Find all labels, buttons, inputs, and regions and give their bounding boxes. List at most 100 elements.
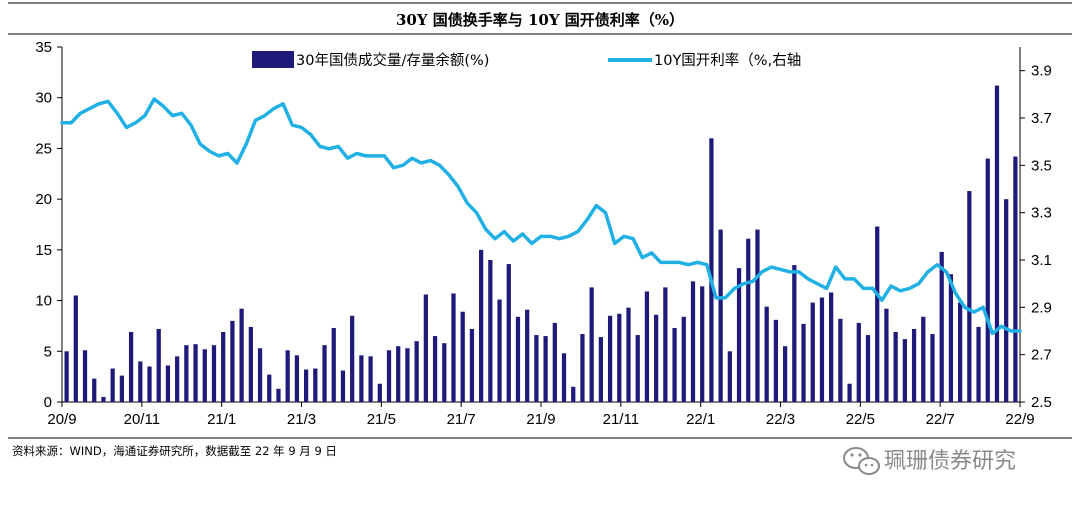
bar xyxy=(902,339,907,402)
bar xyxy=(976,326,981,402)
right-tick-label: 2.5 xyxy=(1031,394,1052,411)
bar xyxy=(165,365,171,402)
bar xyxy=(819,297,825,402)
x-tick-label: 21/5 xyxy=(367,411,396,428)
bar xyxy=(396,346,401,402)
left-tick-label: 5 xyxy=(44,343,52,360)
bar xyxy=(322,345,327,402)
bar xyxy=(948,274,954,402)
bar xyxy=(534,335,539,402)
axes: 0 5 10 15 20 25 30 35 2.5 2.7 2.9 3.1 3.3 3.5 3.7 3.9 20… xyxy=(35,39,1052,428)
bar xyxy=(147,366,152,402)
bar-series xyxy=(64,85,1018,403)
legend-bar-swatch xyxy=(252,51,294,68)
bar xyxy=(156,328,161,402)
bar xyxy=(110,368,115,402)
bar xyxy=(175,356,180,402)
bar xyxy=(598,337,603,402)
bar xyxy=(782,346,788,402)
bar xyxy=(303,369,309,402)
bar xyxy=(202,349,207,402)
bar xyxy=(64,351,69,402)
bar xyxy=(930,334,935,402)
bar xyxy=(340,370,346,402)
bar xyxy=(773,319,779,402)
bar xyxy=(792,265,797,402)
bar xyxy=(893,332,898,402)
legend: 30年国债成交量/存量余额(%) 10Y国开利率（%,右轴 xyxy=(252,51,801,69)
bar xyxy=(239,308,244,402)
bar xyxy=(331,327,336,402)
bar xyxy=(746,238,751,402)
line-series xyxy=(60,97,1022,336)
bar xyxy=(552,322,557,402)
x-tick-label: 22/5 xyxy=(846,411,875,428)
bar xyxy=(82,350,88,402)
bar xyxy=(119,375,124,402)
bar xyxy=(515,316,521,402)
source-note: 资料来源：WIND，海通证券研究所，数据截至 22 年 9 月 9 日 xyxy=(12,444,337,458)
bar xyxy=(221,332,226,402)
bar xyxy=(801,323,806,402)
x-tick-label: 21/3 xyxy=(287,411,316,428)
bar xyxy=(911,328,917,402)
bar xyxy=(414,341,419,402)
right-tick-label: 3.9 xyxy=(1031,63,1052,80)
bar xyxy=(561,353,567,402)
bar xyxy=(101,396,106,402)
bar xyxy=(571,386,576,402)
x-tick-label: 21/1 xyxy=(207,411,236,428)
left-tick-label: 15 xyxy=(35,242,52,259)
bar xyxy=(313,368,318,402)
bar xyxy=(884,308,889,402)
right-tick-label: 3.5 xyxy=(1031,157,1052,174)
bar xyxy=(73,295,78,402)
bar xyxy=(654,314,659,402)
bar xyxy=(368,356,373,402)
bar xyxy=(543,336,548,402)
bar xyxy=(764,306,769,402)
bar xyxy=(847,383,852,402)
bar xyxy=(985,158,990,402)
bar xyxy=(644,291,650,402)
bar xyxy=(672,327,677,402)
yield-line xyxy=(60,97,1022,336)
bar xyxy=(617,313,622,402)
bar xyxy=(690,281,696,402)
bar xyxy=(709,138,714,403)
bar xyxy=(607,315,613,402)
bar xyxy=(460,311,465,402)
bar xyxy=(350,315,355,402)
bar xyxy=(285,350,290,402)
bar xyxy=(405,348,410,402)
left-tick-label: 25 xyxy=(35,140,52,157)
bar xyxy=(92,378,97,402)
x-tick-label: 20/11 xyxy=(124,411,160,428)
bar xyxy=(432,336,438,402)
bar xyxy=(580,334,585,402)
x-tick-label: 21/11 xyxy=(603,411,639,428)
left-tick-label: 35 xyxy=(35,39,52,56)
bar xyxy=(525,309,530,402)
right-tick-label: 2.7 xyxy=(1031,347,1052,364)
legend-line-label: 10Y国开利率（%,右轴 xyxy=(654,52,801,69)
bar xyxy=(626,307,631,402)
bar xyxy=(838,318,843,402)
bar xyxy=(875,226,880,402)
x-tick-label: 22/3 xyxy=(766,411,795,428)
bar xyxy=(248,326,253,402)
chart-title: 30Y 国债换手率与 10Y 国开债利率（%） xyxy=(396,11,684,29)
bar xyxy=(386,350,392,402)
x-tick-label: 22/7 xyxy=(926,411,955,428)
bar xyxy=(469,328,475,402)
bar xyxy=(506,264,511,402)
left-tick-label: 20 xyxy=(35,191,52,208)
bar xyxy=(377,383,382,402)
bar xyxy=(423,294,428,402)
left-tick-label: 10 xyxy=(35,293,52,310)
bar xyxy=(267,374,272,402)
x-tick-label: 22/9 xyxy=(1005,411,1034,428)
bar xyxy=(939,251,944,402)
bar xyxy=(1004,199,1009,402)
legend-bar-label: 30年国债成交量/存量余额(%) xyxy=(296,51,489,69)
